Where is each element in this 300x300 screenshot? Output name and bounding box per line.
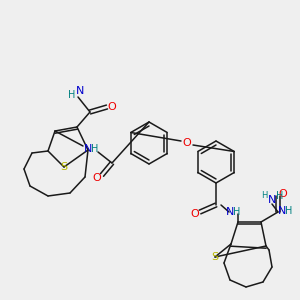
Text: S: S	[212, 252, 219, 262]
Text: H: H	[91, 144, 99, 154]
Text: H: H	[276, 191, 284, 201]
Text: H: H	[233, 207, 241, 217]
Text: S: S	[60, 162, 68, 172]
Text: O: O	[190, 209, 200, 219]
Text: N: N	[226, 207, 234, 217]
Text: N: N	[268, 195, 276, 205]
Text: H: H	[285, 206, 293, 216]
Text: O: O	[93, 173, 101, 183]
Text: O: O	[183, 138, 191, 148]
Text: N: N	[76, 86, 84, 96]
Text: O: O	[279, 189, 287, 199]
Text: N: N	[278, 206, 286, 216]
Text: H: H	[68, 90, 76, 100]
Text: H: H	[261, 191, 267, 200]
Text: N: N	[84, 144, 92, 154]
Text: O: O	[108, 102, 116, 112]
